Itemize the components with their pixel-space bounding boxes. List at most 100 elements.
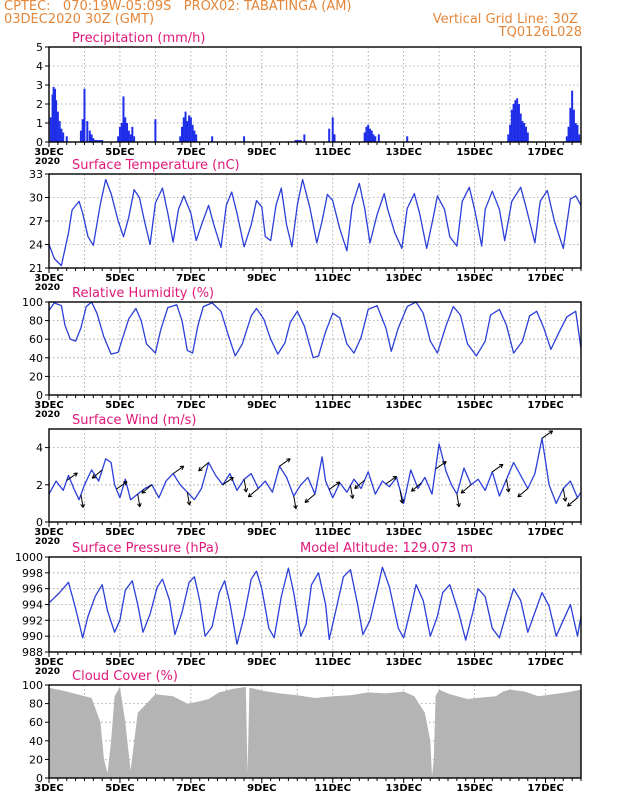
y-tick-label: 2 <box>36 98 43 111</box>
wind-arrow <box>198 462 209 472</box>
precip-bar <box>181 126 183 142</box>
series-line <box>48 566 582 645</box>
precip-bar <box>124 117 127 142</box>
vertical-grid-note: Vertical Grid Line: 30Z <box>432 12 578 27</box>
precip-bar <box>118 126 121 142</box>
y-tick-label: 60 <box>29 716 43 729</box>
y-tick-label: 5 <box>36 41 43 54</box>
wind-arrowhead <box>548 430 554 435</box>
wind-arrow <box>222 476 234 486</box>
wind-arrowhead <box>460 489 466 494</box>
precip-bar <box>572 109 575 142</box>
wind-arrowhead <box>498 463 504 469</box>
precip-bar <box>510 109 513 142</box>
precip-bar <box>51 94 54 142</box>
x-tick-label: 5DEC <box>105 527 134 538</box>
y-tick-label: 60 <box>29 333 43 346</box>
wind-arrow <box>279 458 291 467</box>
x-tick-label: 13DEC <box>385 273 421 284</box>
precip-bar <box>179 136 182 142</box>
wind-arrowhead <box>567 502 572 507</box>
y-tick-label: 990 <box>22 630 43 643</box>
y-tick-label: 998 <box>22 567 43 580</box>
precip-bar <box>184 111 187 142</box>
x-tick-label: 17DEC <box>527 527 563 538</box>
wind-arrow <box>517 488 529 498</box>
precip-bar <box>365 126 368 142</box>
precip-bar <box>333 134 336 142</box>
series-line <box>48 301 582 359</box>
y-tick-label: 1000 <box>15 551 43 564</box>
y-tick-label: 4 <box>36 60 43 73</box>
x-tick-label: 15DEC <box>456 527 492 538</box>
panel-4: 0 2 4 3DEC 5DEC 7DEC 9DEC 11DEC 13DEC 15DEC 17DEC 2… <box>34 413 582 547</box>
x-tick-label: 13DEC <box>385 657 421 668</box>
panel-6: 0 20 40 60 80 100 3DEC 5DEC 7DEC 9DEC 11DEC 13DEC 15… <box>22 669 582 794</box>
precip-bar <box>367 124 370 142</box>
cloud-cover-area <box>49 686 581 778</box>
precip-bar <box>49 117 52 142</box>
panel-annotation: Model Altitude: 129.073 m <box>300 541 473 556</box>
precip-bar <box>133 136 136 142</box>
x-tick-label: 17DEC <box>527 783 563 794</box>
wind-arrow <box>91 469 103 479</box>
y-tick-label: 80 <box>29 315 43 328</box>
year-label: 2020 <box>35 283 60 293</box>
precip-bar <box>189 117 192 142</box>
y-tick-label: 3 <box>36 79 43 92</box>
y-tick-label: 100 <box>22 296 43 309</box>
x-tick-label: 9DEC <box>247 783 276 794</box>
x-tick-label: 3DEC <box>34 400 63 411</box>
y-tick-label: 33 <box>29 168 43 181</box>
x-tick-label: 17DEC <box>527 400 563 411</box>
y-tick-label: 30 <box>29 192 43 205</box>
precip-bar <box>186 121 189 142</box>
precip-bar <box>120 123 123 142</box>
y-tick-label: 24 <box>29 239 43 252</box>
precip-bar <box>243 136 246 142</box>
x-tick-label: 5DEC <box>105 147 134 158</box>
wind-arrowhead <box>392 475 398 481</box>
wind-arrowhead <box>304 498 310 503</box>
y-tick-label: 2 <box>36 479 43 492</box>
wind-arrow <box>354 479 365 489</box>
precip-bar <box>372 134 375 142</box>
precip-bar <box>574 123 577 142</box>
x-tick-label: 15DEC <box>456 273 492 284</box>
panel-5: 988 990 992 994 996 998 1000 3DEC 5DEC 7DEC 9DEC 11… <box>15 541 582 677</box>
year-label: 2020 <box>35 537 60 547</box>
precip-bar <box>507 134 510 142</box>
wind-arrowhead <box>179 465 185 470</box>
precip-bar <box>97 140 100 142</box>
precip-bar <box>516 98 519 142</box>
wind-arrowhead <box>247 492 253 498</box>
precip-bar <box>370 130 373 142</box>
precip-bar <box>576 124 579 142</box>
product-code: TQ0126L028 <box>498 25 582 40</box>
x-tick-label: 7DEC <box>176 147 205 158</box>
precip-bar <box>211 136 214 142</box>
precip-bar <box>521 121 524 142</box>
panel-title: Surface Wind (m/s) <box>72 413 196 428</box>
precip-bar <box>328 128 331 142</box>
wind-arrowhead <box>456 502 461 508</box>
wind-arrow <box>293 495 297 509</box>
precip-bar <box>571 90 574 142</box>
panel-2: 21 24 27 30 33 3DEC 5DEC 7DEC 9DEC 11DEC 13DEC 15DE… <box>29 158 582 293</box>
x-tick-label: 13DEC <box>385 147 421 158</box>
wind-arrow <box>541 430 553 439</box>
x-tick-label: 7DEC <box>176 657 205 668</box>
wind-arrow <box>492 463 504 473</box>
y-tick-label: 20 <box>29 753 43 766</box>
precip-bar <box>523 123 526 142</box>
precip-bar <box>117 136 120 142</box>
precip-bar <box>182 117 185 142</box>
precip-bar <box>517 104 520 142</box>
wind-arrowhead <box>354 484 359 489</box>
panel-title: Surface Temperature (nC) <box>72 158 240 173</box>
year-label: 2020 <box>35 667 60 677</box>
wind-arrowhead <box>80 503 85 508</box>
wind-arrow <box>304 493 316 503</box>
x-tick-label: 11DEC <box>315 527 351 538</box>
wind-arrow <box>116 481 128 490</box>
